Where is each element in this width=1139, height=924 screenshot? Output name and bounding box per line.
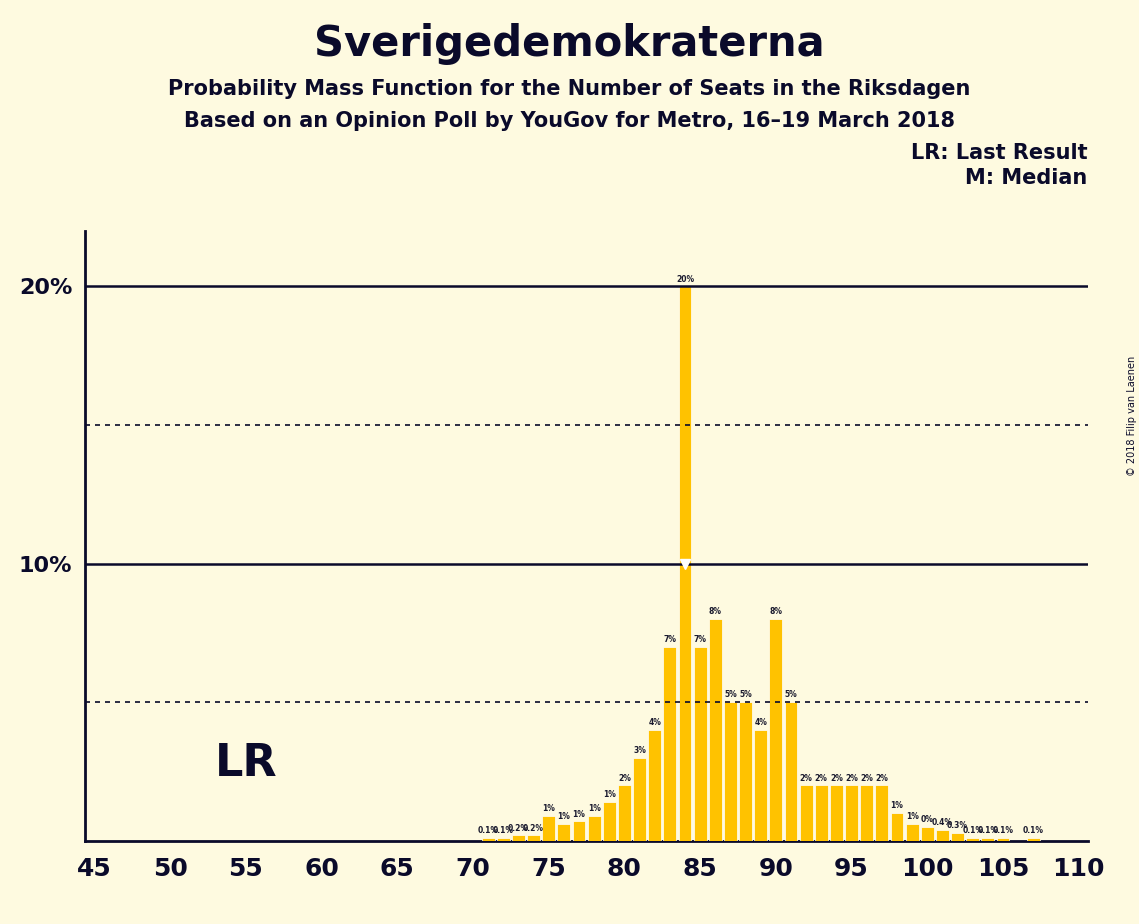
Bar (588, 816, 600, 841)
Bar (906, 824, 918, 841)
Text: 7%: 7% (663, 635, 677, 644)
Bar (679, 286, 691, 841)
Text: 2%: 2% (845, 773, 858, 783)
Text: 1%: 1% (588, 804, 600, 813)
Text: 0.1%: 0.1% (493, 826, 514, 835)
Text: Probability Mass Function for the Number of Seats in the Riksdagen: Probability Mass Function for the Number… (169, 79, 970, 99)
Bar (830, 785, 843, 841)
Text: M: Median: M: Median (966, 168, 1088, 188)
Bar (966, 838, 980, 841)
Bar (497, 838, 510, 841)
Bar (618, 785, 631, 841)
Bar (557, 824, 571, 841)
Bar (648, 730, 661, 841)
Text: Based on an Opinion Poll by YouGov for Metro, 16–19 March 2018: Based on an Opinion Poll by YouGov for M… (185, 111, 954, 131)
Text: 0.2%: 0.2% (508, 823, 528, 833)
Bar (694, 647, 706, 841)
Text: 2%: 2% (814, 773, 828, 783)
Bar (876, 785, 888, 841)
Text: 5%: 5% (739, 690, 752, 699)
Text: 0.1%: 0.1% (477, 826, 499, 835)
Bar (951, 833, 964, 841)
Text: 0.1%: 0.1% (1023, 826, 1043, 835)
Text: 20%: 20% (675, 274, 694, 284)
Bar (860, 785, 874, 841)
Text: 0%: 0% (920, 815, 934, 824)
Bar (936, 830, 949, 841)
Bar (754, 730, 768, 841)
Text: 1%: 1% (542, 804, 555, 813)
Bar (891, 813, 903, 841)
Bar (603, 802, 616, 841)
Bar (845, 785, 858, 841)
Text: 1%: 1% (557, 812, 571, 821)
Text: 0.1%: 0.1% (977, 826, 998, 835)
Bar (708, 619, 722, 841)
Text: LR: Last Result: LR: Last Result (911, 143, 1088, 164)
Text: 2%: 2% (860, 773, 874, 783)
Bar (527, 835, 540, 841)
Text: 0.4%: 0.4% (932, 818, 953, 827)
Text: 2%: 2% (800, 773, 812, 783)
Text: © 2018 Filip van Laenen: © 2018 Filip van Laenen (1126, 356, 1137, 476)
Text: 8%: 8% (769, 607, 782, 616)
Bar (770, 619, 782, 841)
Bar (482, 838, 494, 841)
Text: Sverigedemokraterna: Sverigedemokraterna (314, 23, 825, 65)
Bar (724, 702, 737, 841)
Text: 1%: 1% (573, 809, 585, 819)
Text: 8%: 8% (708, 607, 722, 616)
Text: 7%: 7% (694, 635, 706, 644)
Text: 3%: 3% (633, 746, 646, 755)
Text: 1%: 1% (891, 801, 903, 810)
Bar (982, 838, 994, 841)
Bar (739, 702, 752, 841)
Text: 2%: 2% (876, 773, 888, 783)
Bar (997, 838, 1009, 841)
Bar (814, 785, 828, 841)
Text: 4%: 4% (754, 718, 768, 727)
Text: 0.1%: 0.1% (962, 826, 983, 835)
Bar (800, 785, 812, 841)
Bar (513, 835, 525, 841)
Text: 0.1%: 0.1% (992, 826, 1014, 835)
Text: 1%: 1% (603, 790, 616, 799)
Text: 1%: 1% (906, 812, 918, 821)
Bar (542, 816, 555, 841)
Text: 0.3%: 0.3% (947, 821, 968, 830)
Text: LR: LR (214, 742, 277, 784)
Text: 5%: 5% (785, 690, 797, 699)
Bar (633, 758, 646, 841)
Bar (663, 647, 677, 841)
Bar (573, 821, 585, 841)
Text: 0.2%: 0.2% (523, 823, 544, 833)
Text: 2%: 2% (618, 773, 631, 783)
Text: 4%: 4% (648, 718, 661, 727)
Text: 5%: 5% (724, 690, 737, 699)
Bar (920, 827, 934, 841)
Bar (785, 702, 797, 841)
Bar (1026, 838, 1040, 841)
Text: 2%: 2% (830, 773, 843, 783)
